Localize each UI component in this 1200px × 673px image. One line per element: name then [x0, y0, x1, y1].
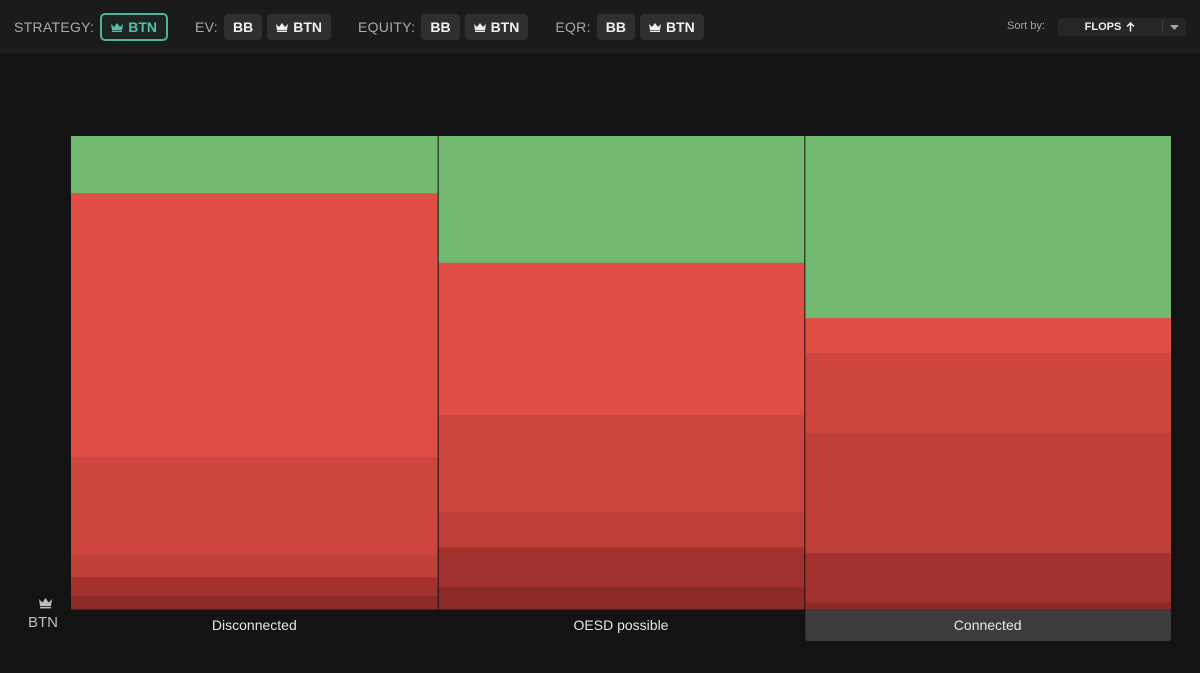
sort-value: FLOPS	[1058, 21, 1162, 33]
player-label: BTN	[28, 614, 58, 631]
category-label[interactable]: Connected	[954, 617, 1022, 633]
sort-divider	[1162, 20, 1163, 34]
bar-column-connected[interactable]	[805, 136, 1171, 610]
equity-bb-label: BB	[430, 19, 451, 35]
eqr-bb-button[interactable]: BB	[596, 14, 636, 40]
bar-segment	[438, 262, 805, 416]
sort-value-label: FLOPS	[1084, 21, 1122, 33]
eqr-group: EQR: BB BTN	[555, 14, 708, 40]
bar-segment	[805, 602, 1171, 610]
bar-segment	[71, 555, 438, 578]
bar-segment	[71, 457, 438, 556]
bar-column-oesd-possible[interactable]	[438, 136, 805, 610]
selected-category-highlight	[805, 609, 1171, 641]
category-label[interactable]: Disconnected	[212, 617, 297, 633]
toolbar: STRATEGY: BTN EV: BB BTN EQUITY: BB BTN …	[0, 0, 1200, 54]
strategy-btn-label: BTN	[128, 19, 158, 35]
bar-segment	[438, 547, 805, 588]
bar-segment	[71, 596, 438, 610]
ev-label: EV:	[195, 19, 218, 35]
eqr-btn-label: BTN	[666, 19, 695, 35]
crown-icon	[111, 22, 124, 32]
equity-btn-label: BTN	[490, 19, 520, 35]
sort-by-label: Sort by:	[1007, 20, 1045, 32]
bar-segment	[805, 136, 1171, 319]
equity-btn-button[interactable]: BTN	[464, 14, 529, 40]
eqr-label: EQR:	[555, 19, 591, 35]
arrow-up-icon	[1126, 22, 1135, 32]
category-label[interactable]: OESD possible	[574, 617, 669, 633]
bar-segment	[71, 136, 438, 194]
bar-column-disconnected[interactable]	[71, 136, 438, 610]
ev-btn-label: BTN	[293, 19, 322, 35]
bar-segment	[438, 136, 805, 264]
bar-segment	[438, 512, 805, 548]
ev-btn-button[interactable]: BTN	[267, 14, 331, 40]
strategy-group: STRATEGY: BTN	[14, 13, 173, 41]
bar-segment	[805, 553, 1171, 603]
ev-group: EV: BB BTN	[195, 14, 336, 40]
ev-bb-button[interactable]: BB	[223, 14, 263, 40]
equity-bb-button[interactable]: BB	[421, 14, 460, 40]
equity-group: EQUITY: BB BTN	[358, 14, 533, 40]
bar-segment	[438, 587, 805, 610]
ev-bb-label: BB	[232, 19, 254, 35]
sort-select[interactable]: FLOPS	[1058, 18, 1186, 36]
equity-label: EQUITY:	[357, 19, 416, 35]
bar-segment	[805, 433, 1171, 554]
crown-icon	[276, 22, 289, 32]
eqr-bb-label: BB	[605, 19, 627, 35]
chevron-down-icon[interactable]	[1163, 24, 1186, 30]
bar-segment	[71, 193, 438, 458]
bar-segment	[805, 318, 1171, 354]
strategy-btn-button[interactable]: BTN	[100, 13, 169, 41]
bar-segment	[805, 353, 1171, 434]
crown-icon	[473, 22, 486, 32]
crown-icon	[649, 22, 662, 32]
eqr-btn-button[interactable]: BTN	[640, 14, 704, 40]
crown-icon	[39, 598, 52, 609]
bar-segment	[438, 415, 805, 513]
bar-segment	[71, 577, 438, 597]
strategy-label: STRATEGY:	[14, 19, 95, 35]
